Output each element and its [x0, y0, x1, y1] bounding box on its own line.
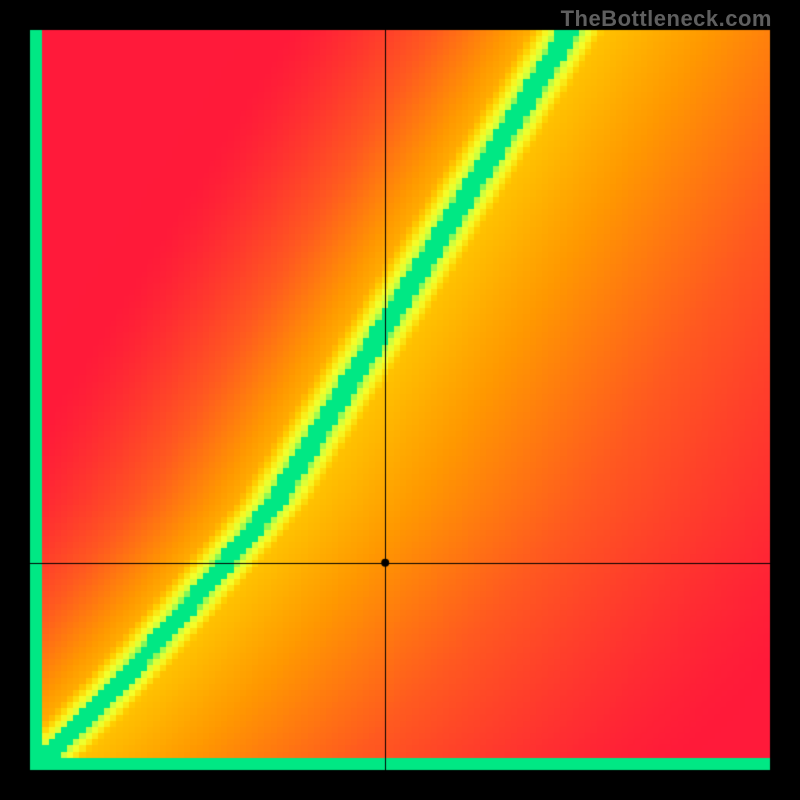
watermark: TheBottleneck.com [561, 6, 772, 32]
heatmap-canvas [0, 0, 800, 800]
chart-root: TheBottleneck.com [0, 0, 800, 800]
